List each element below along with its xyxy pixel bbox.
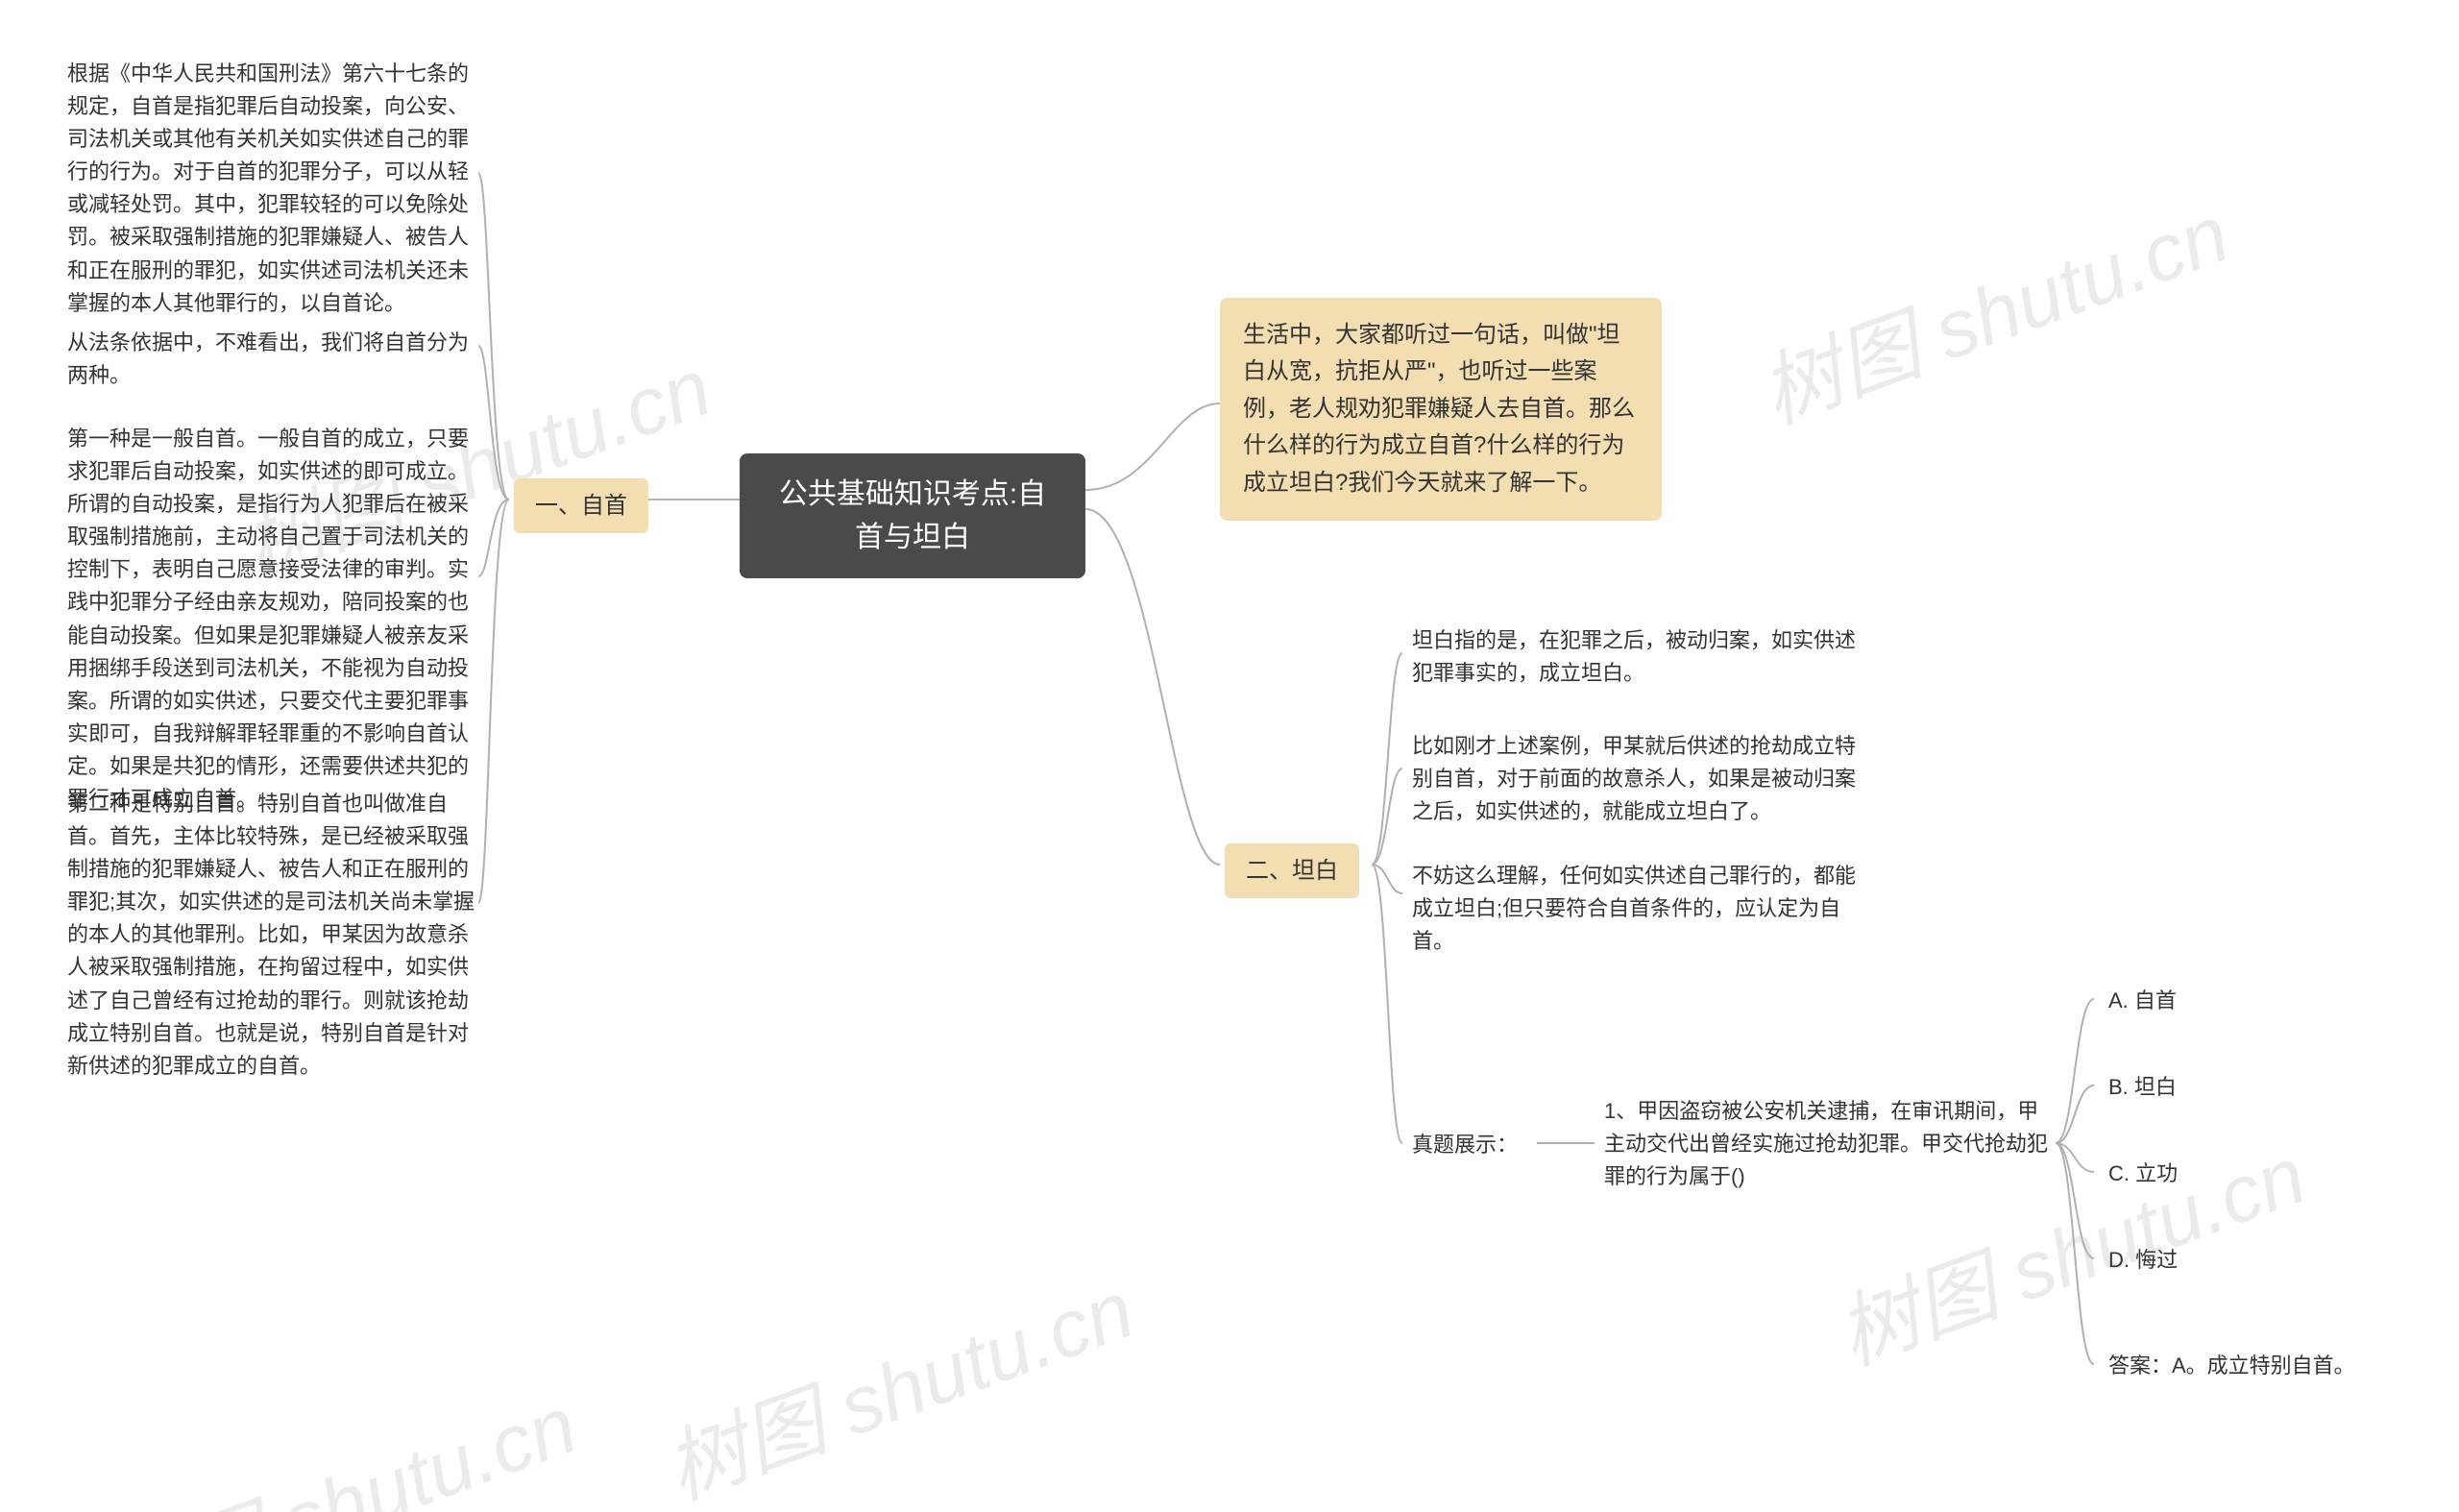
exam-label: 真题展示：: [1412, 1129, 1518, 1161]
tanbai-leaf-3: 不妨这么理解，任何如实供述自己罪行的，都能成立坦白;但只要符合自首条件的，应认定…: [1412, 860, 1863, 958]
intro-box: 生活中，大家都听过一句话，叫做"坦白从宽，抗拒从严"，也听过一些案例，老人规劝犯…: [1220, 298, 1662, 521]
exam-option-a: A. 自首: [2108, 985, 2177, 1017]
exam-option-b: B. 坦白: [2108, 1071, 2177, 1104]
exam-answer: 答案：A。成立特别自首。: [2108, 1350, 2397, 1382]
watermark: 树图 shutu.cn: [1743, 170, 2243, 447]
watermark: 树图 shutu.cn: [648, 1246, 1148, 1512]
tanbai-leaf-2: 比如刚才上述案例，甲某就后供述的抢劫成立特别自首，对于前面的故意杀人，如果是被动…: [1412, 730, 1863, 828]
zishou-leaf-4: 第二种是特别自首。特别自首也叫做准自首。首先，主体比较特殊，是已经被采取强制措施…: [67, 788, 480, 1083]
exam-option-c: C. 立功: [2108, 1158, 2178, 1190]
zishou-leaf-3: 第一种是一般自首。一般自首的成立，只要求犯罪后自动投案，如实供述的即可成立。所谓…: [67, 423, 480, 816]
watermark: 树图 shutu.cn: [91, 1361, 591, 1512]
tanbai-leaf-1: 坦白指的是，在犯罪之后，被动归案，如实供述犯罪事实的，成立坦白。: [1412, 624, 1863, 690]
exam-question: 1、甲因盗窃被公安机关逮捕，在审讯期间，甲主动交代出曾经实施过抢劫犯罪。甲交代抢…: [1604, 1095, 2056, 1193]
branch-tanbai: 二、坦白: [1225, 843, 1359, 898]
branch-zishou: 一、自首: [514, 478, 648, 533]
root-node: 公共基础知识考点:自首与坦白: [740, 453, 1085, 578]
zishou-leaf-2: 从法条依据中，不难看出，我们将自首分为两种。: [67, 327, 480, 392]
zishou-leaf-1: 根据《中华人民共和国刑法》第六十七条的规定，自首是指犯罪后自动投案，向公安、司法…: [67, 58, 480, 320]
exam-option-d: D. 悔过: [2108, 1244, 2178, 1277]
